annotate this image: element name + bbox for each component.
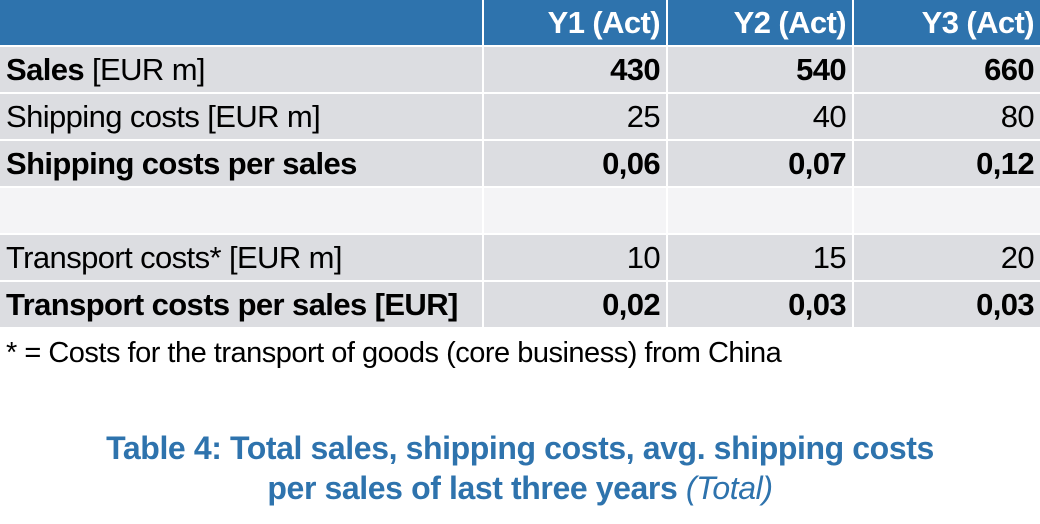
table-cell: 540 (668, 47, 854, 94)
table-cell: 0,07 (668, 141, 854, 188)
header-row: Y1 (Act) Y2 (Act) Y3 (Act) (0, 0, 1040, 47)
caption-italic-note: (Total) (685, 470, 773, 506)
table-caption: Table 4: Total sales, shipping costs, av… (0, 428, 1040, 508)
table-cell: 0,03 (668, 282, 854, 329)
header-cell-y2: Y2 (Act) (668, 0, 854, 47)
row-label (0, 188, 484, 235)
table-row-sales: Sales [EUR m] 430 540 660 (0, 47, 1040, 94)
footnote: * = Costs for the transport of goods (co… (6, 337, 782, 369)
caption-line-2: per sales of last three years (Total) (0, 468, 1040, 508)
table-cell: 430 (484, 47, 668, 94)
row-label: Transport costs per sales [EUR] (0, 282, 484, 329)
table-cell: 10 (484, 235, 668, 282)
row-label-text: Sales (6, 51, 85, 87)
table-cell: 25 (484, 94, 668, 141)
row-label: Shipping costs per sales (0, 141, 484, 188)
table-cell: 40 (668, 94, 854, 141)
table-row-transport-costs: Transport costs* [EUR m] 10 15 20 (0, 235, 1040, 282)
table-cell (484, 188, 668, 235)
row-label-unit: [EUR m] (92, 51, 206, 87)
table-row-transport-costs-per-sales: Transport costs per sales [EUR] 0,02 0,0… (0, 282, 1040, 329)
header-cell-y3: Y3 (Act) (854, 0, 1040, 47)
table-row-spacer (0, 188, 1040, 235)
table-cell: 660 (854, 47, 1040, 94)
table-cell: 0,02 (484, 282, 668, 329)
data-table: Y1 (Act) Y2 (Act) Y3 (Act) Sales [EUR m]… (0, 0, 1040, 329)
row-label: Shipping costs [EUR m] (0, 94, 484, 141)
row-label: Sales [EUR m] (0, 47, 484, 94)
table-row-shipping-costs-per-sales: Shipping costs per sales 0,06 0,07 0,12 (0, 141, 1040, 188)
row-label: Transport costs* [EUR m] (0, 235, 484, 282)
table-cell: 15 (668, 235, 854, 282)
table-cell (668, 188, 854, 235)
caption-line-2-text: per sales of last three years (267, 470, 678, 506)
table-cell: 0,12 (854, 141, 1040, 188)
header-cell-label (0, 0, 484, 47)
table-row-shipping-costs: Shipping costs [EUR m] 25 40 80 (0, 94, 1040, 141)
caption-line-1: Table 4: Total sales, shipping costs, av… (106, 430, 934, 466)
table-cell: 80 (854, 94, 1040, 141)
header-cell-y1: Y1 (Act) (484, 0, 668, 47)
table-cell: 0,06 (484, 141, 668, 188)
table-cell (854, 188, 1040, 235)
table-cell: 0,03 (854, 282, 1040, 329)
table-cell: 20 (854, 235, 1040, 282)
